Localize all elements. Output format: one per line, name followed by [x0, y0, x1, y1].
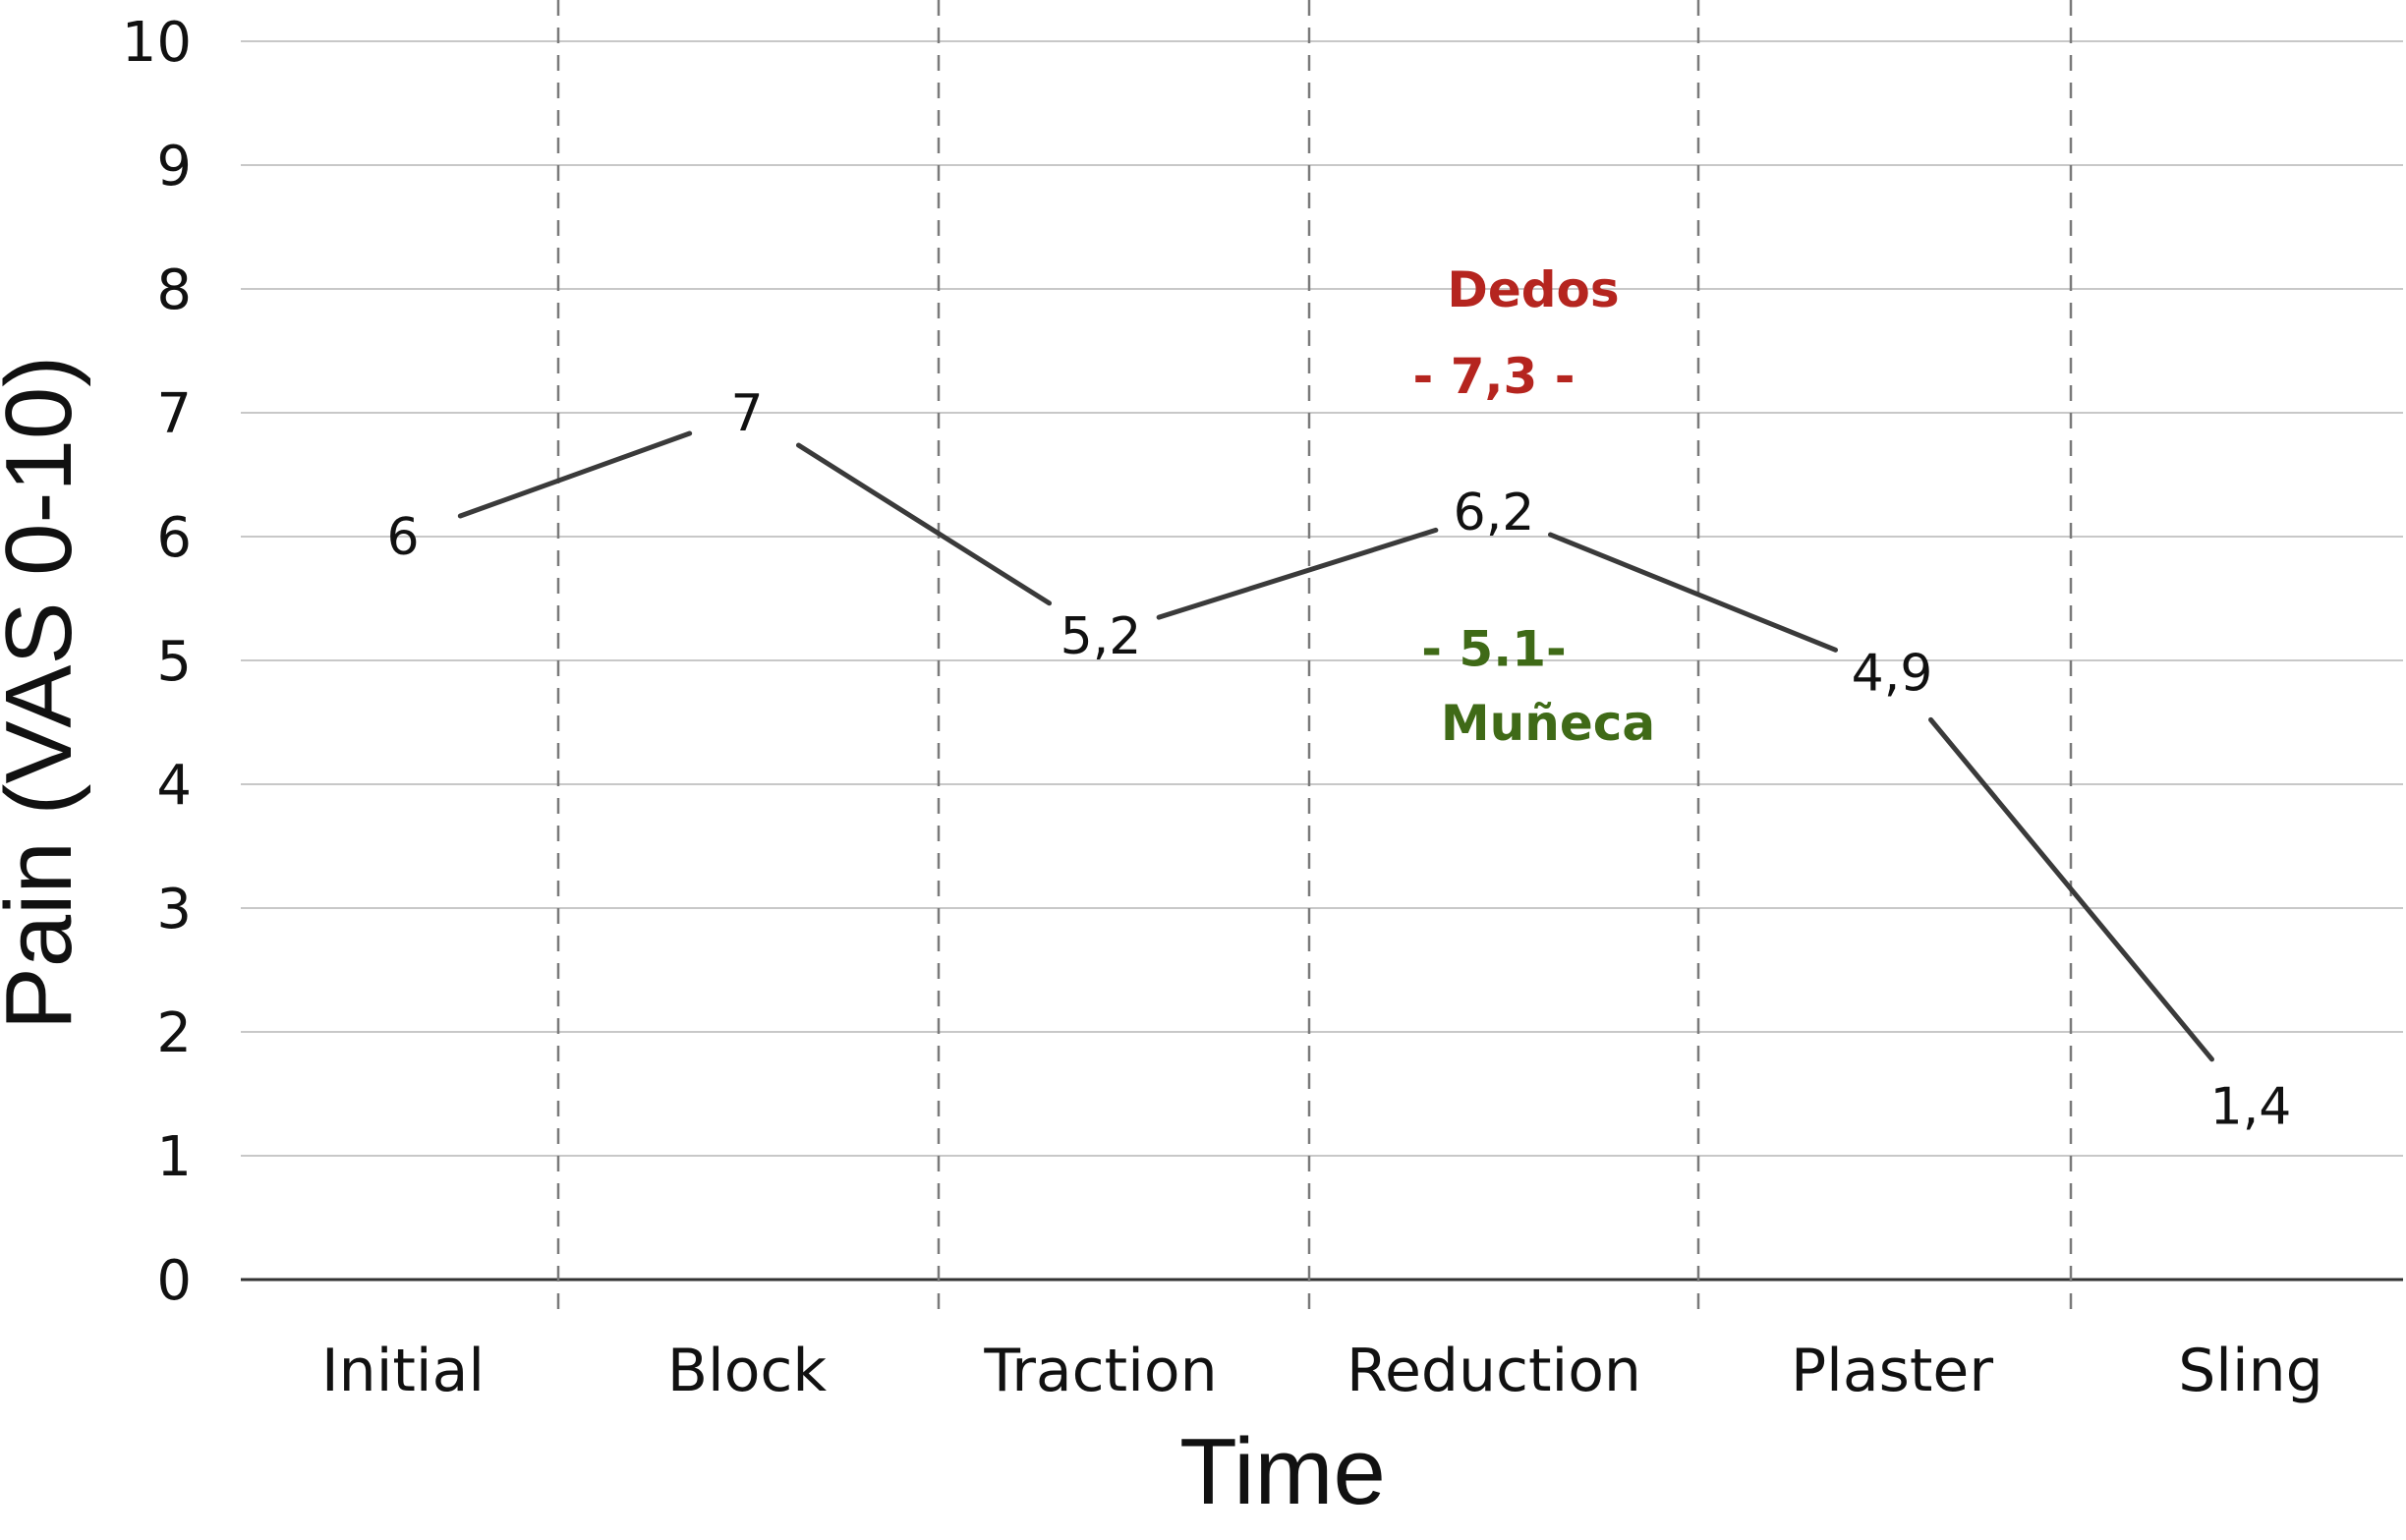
- x-category-label: Reduction: [1346, 1337, 1641, 1405]
- annotation-label: Dedos: [1447, 261, 1619, 318]
- x-category-label: Initial: [321, 1337, 485, 1405]
- annotation-label: Muñeca: [1441, 695, 1655, 752]
- series-line-segment: [795, 442, 1053, 606]
- data-label: 1,4: [2210, 1078, 2292, 1137]
- y-axis-title: Pain (VAS 0-10): [0, 356, 91, 1031]
- x-category-label: Traction: [983, 1337, 1217, 1405]
- grid-layer: [241, 40, 2403, 1282]
- series-line-layer: [457, 430, 2214, 1062]
- y-tick-label: 1: [156, 1125, 192, 1189]
- y-tick-label: 9: [156, 135, 192, 199]
- data-label: 7: [730, 384, 763, 443]
- series-line-segment: [1547, 532, 1839, 653]
- y-axis-ticks: 0 1 2 3 4 5 6 7 8 9 10: [122, 11, 192, 1313]
- series-line-segment: [1928, 716, 2214, 1062]
- category-separators: [556, 0, 2073, 1317]
- x-category-label: Block: [667, 1337, 828, 1405]
- annotation-label: - 7,3 -: [1413, 348, 1575, 405]
- x-axis-title: Time: [1179, 1419, 1386, 1524]
- y-tick-label: 0: [156, 1249, 192, 1313]
- series-line-segment: [457, 430, 693, 519]
- y-tick-label: 3: [156, 878, 192, 941]
- y-tick-label: 8: [156, 258, 192, 322]
- y-tick-label: 10: [122, 11, 192, 75]
- y-tick-label: 7: [156, 382, 192, 446]
- annotation-label: - 5.1-: [1421, 620, 1567, 677]
- y-tick-label: 2: [156, 1001, 192, 1065]
- y-tick-label: 6: [156, 506, 192, 570]
- y-tick-label: 4: [156, 754, 192, 818]
- data-label: 6: [386, 508, 419, 567]
- annotation-layer: Dedos - 7,3 - - 5.1- Muñeca: [1413, 261, 1656, 752]
- series-line-segment: [1156, 527, 1439, 620]
- data-label: 5,2: [1060, 607, 1142, 666]
- data-label: 4,9: [1852, 645, 1933, 704]
- x-category-label: Sling: [2178, 1337, 2323, 1405]
- x-axis-categories: Initial Block Traction Reduction Plaster Slin…: [321, 1337, 2323, 1405]
- data-label-layer: 6 7 5,2 6,2 4,9 1,4: [386, 384, 2291, 1137]
- y-tick-label: 5: [156, 630, 192, 694]
- x-category-label: Plaster: [1791, 1337, 1993, 1405]
- data-label: 6,2: [1454, 484, 1535, 542]
